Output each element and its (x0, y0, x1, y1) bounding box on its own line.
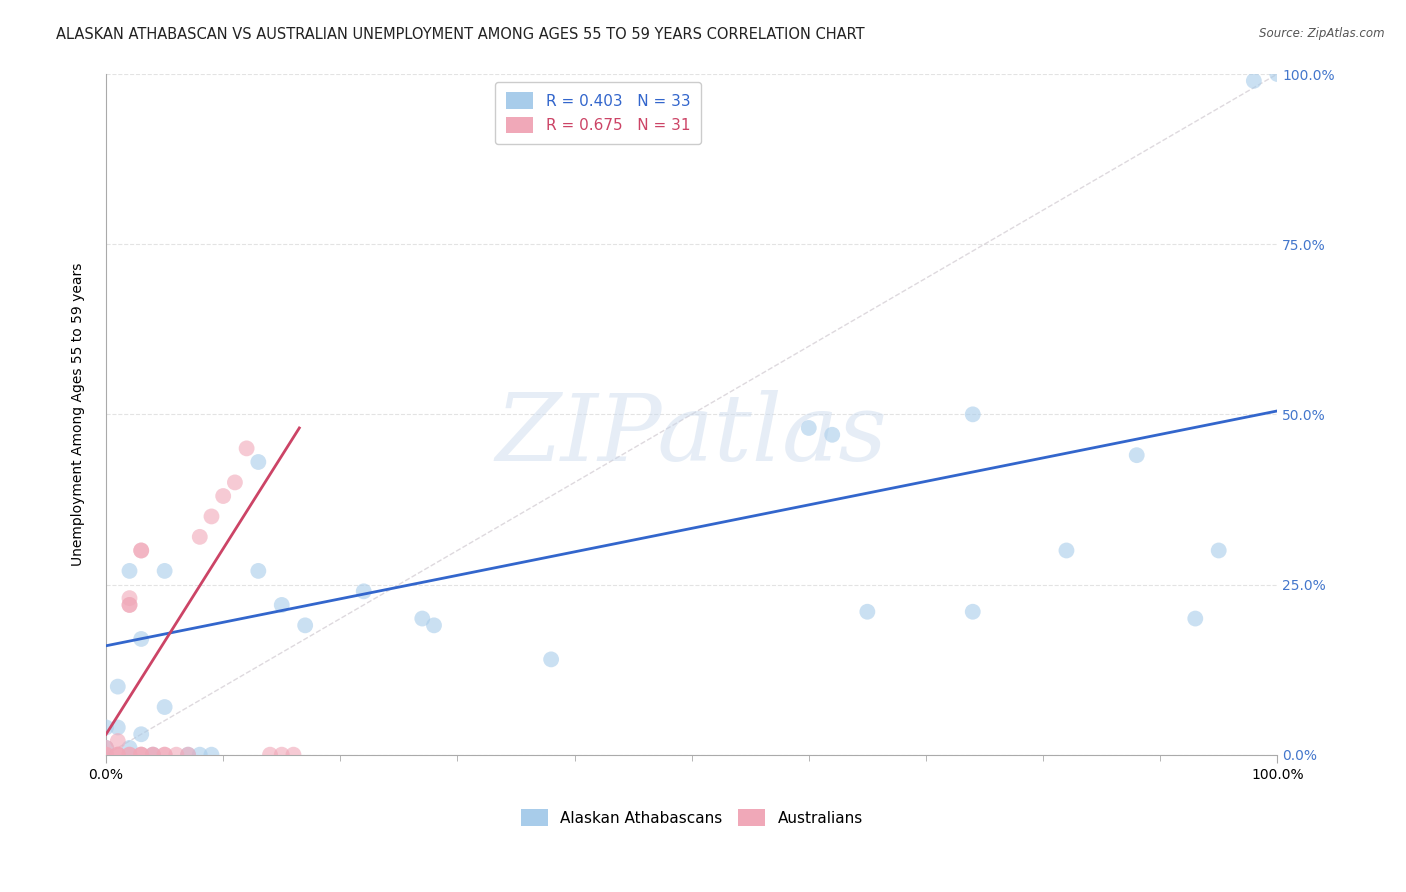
Point (224, 475, 246, 490)
Point (129, 747, 152, 762)
Point (107, 680, 129, 694)
Point (118, 591, 141, 606)
Point (129, 747, 152, 762)
Point (270, 598, 292, 612)
Legend: Alaskan Athabascans, Australians: Alaskan Athabascans, Australians (515, 803, 869, 832)
Point (235, 442, 257, 456)
Y-axis label: Unemployment Among Ages 55 to 59 years: Unemployment Among Ages 55 to 59 years (72, 262, 86, 566)
Point (423, 618, 446, 632)
Point (962, 605, 984, 619)
Point (540, 652, 562, 666)
Point (142, 747, 165, 762)
Point (188, 747, 211, 762)
Point (118, 747, 141, 762)
Point (165, 747, 187, 762)
Point (94, 740, 117, 755)
Point (107, 747, 129, 762)
Text: ZIPatlas: ZIPatlas (496, 390, 887, 480)
Point (200, 747, 222, 762)
Point (188, 530, 211, 544)
Point (94, 740, 117, 755)
Point (129, 543, 152, 558)
Point (142, 747, 165, 762)
Point (107, 747, 129, 762)
Point (177, 747, 200, 762)
Point (259, 747, 281, 762)
Point (1125, 448, 1147, 462)
Point (129, 727, 152, 741)
Point (247, 455, 270, 469)
Point (129, 632, 152, 646)
Text: Source: ZipAtlas.com: Source: ZipAtlas.com (1260, 27, 1385, 40)
Point (94, 747, 117, 762)
Point (118, 747, 141, 762)
Point (129, 747, 152, 762)
Point (94, 721, 117, 735)
Point (797, 421, 820, 435)
Point (411, 611, 433, 625)
Point (1208, 543, 1230, 558)
Point (1184, 611, 1206, 625)
Point (962, 408, 984, 422)
Point (153, 700, 176, 714)
Point (107, 721, 129, 735)
Point (283, 747, 305, 762)
Point (294, 618, 316, 632)
Point (353, 584, 375, 599)
Point (129, 543, 152, 558)
Point (153, 747, 176, 762)
Point (107, 734, 129, 748)
Point (153, 747, 176, 762)
Point (94, 747, 117, 762)
Point (118, 740, 141, 755)
Point (1056, 543, 1078, 558)
Point (247, 564, 270, 578)
Point (212, 489, 235, 503)
Point (200, 509, 222, 524)
Text: ALASKAN ATHABASCAN VS AUSTRALIAN UNEMPLOYMENT AMONG AGES 55 TO 59 YEARS CORRELAT: ALASKAN ATHABASCAN VS AUSTRALIAN UNEMPLO… (56, 27, 865, 42)
Point (1243, 74, 1265, 88)
Point (118, 598, 141, 612)
Point (270, 747, 292, 762)
Point (1265, 67, 1288, 81)
Point (118, 564, 141, 578)
Point (177, 747, 200, 762)
Point (107, 747, 129, 762)
Point (142, 747, 165, 762)
Point (153, 564, 176, 578)
Point (821, 427, 844, 442)
Point (118, 598, 141, 612)
Point (856, 605, 879, 619)
